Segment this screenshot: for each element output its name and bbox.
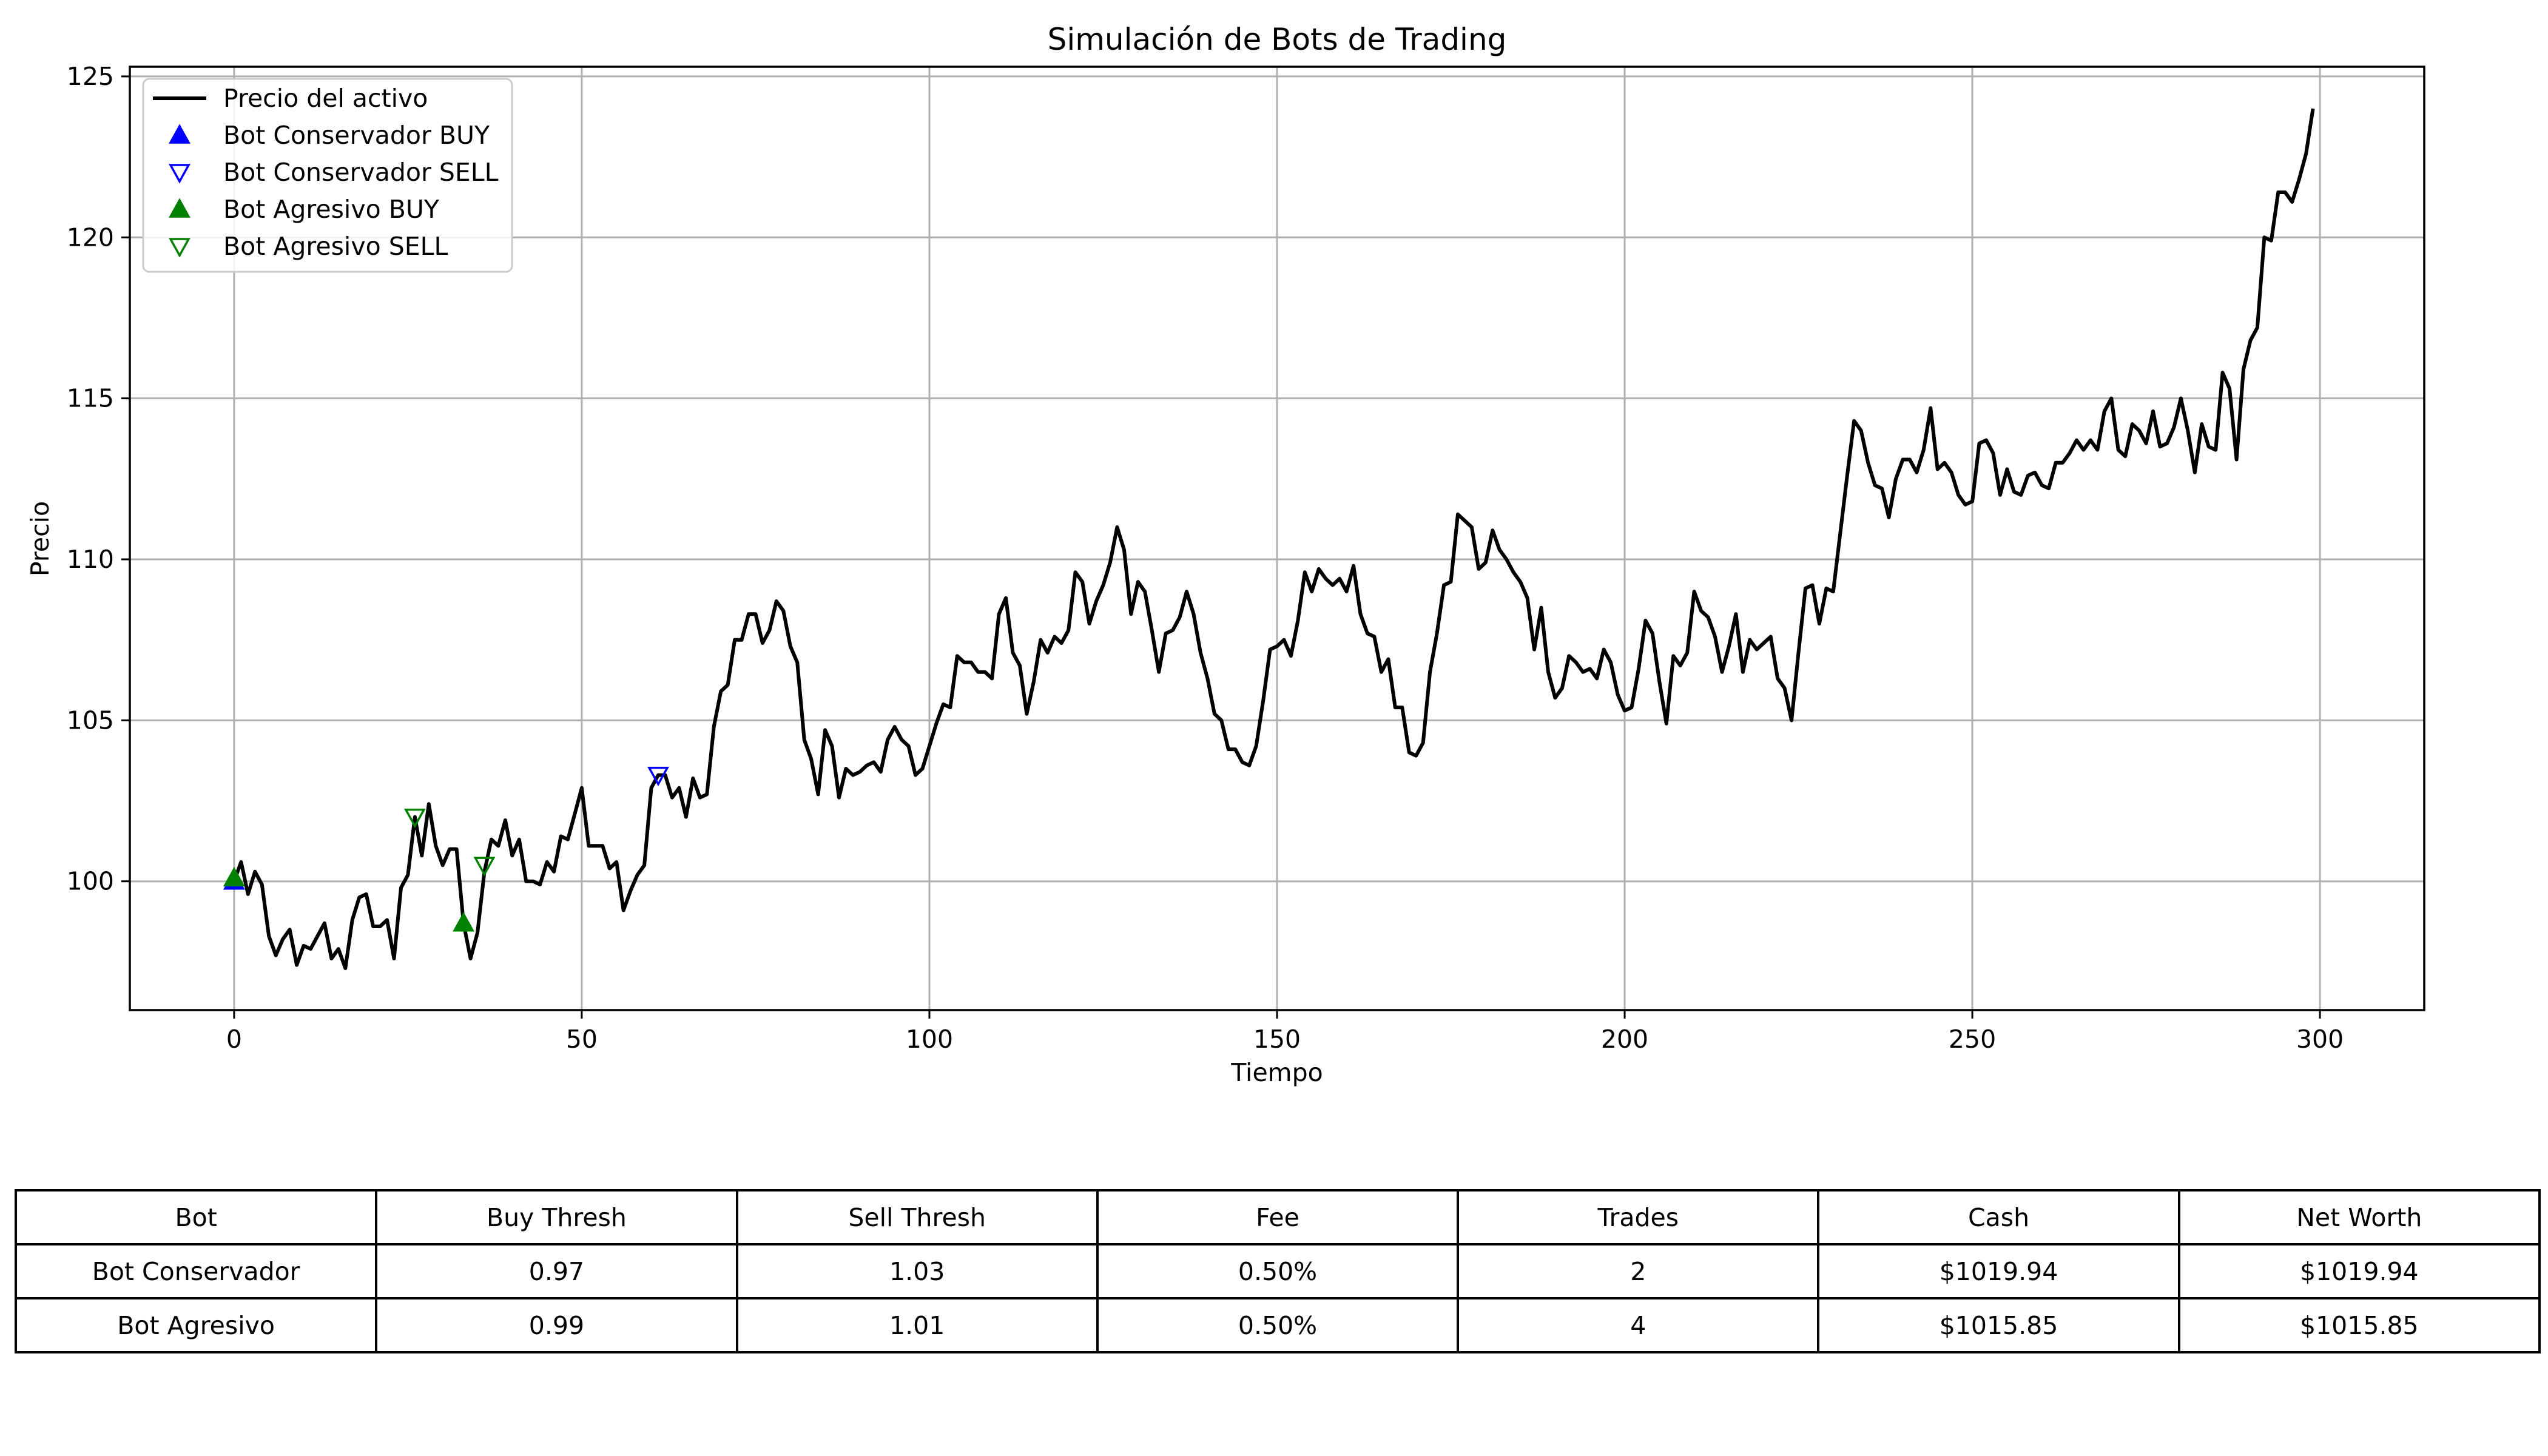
trade-marker [453, 912, 475, 932]
table-cell: Bot Conservador [14, 1243, 378, 1299]
table-cell: 4 [1457, 1297, 1820, 1353]
table-header-cell: Buy Thresh [375, 1189, 738, 1245]
table-header-cell: Bot [14, 1189, 378, 1245]
table-row: Bot Conservador 0.97 1.03 0.50% 2 $1019.94 $10… [14, 1243, 2541, 1299]
y-tick-label: 125 [67, 62, 114, 91]
results-table: Bot Buy Thresh Sell Thresh Fee Trades Cash Net… [14, 1189, 2541, 1353]
table-cell: 1.01 [735, 1297, 1099, 1353]
table-header-cell: Sell Thresh [735, 1189, 1099, 1245]
x-tick-label: 200 [1601, 1025, 1648, 1054]
chart-title: Simulación de Bots de Trading [1048, 22, 1507, 57]
legend-marker-swatch [169, 238, 190, 258]
trade-marker [403, 808, 426, 829]
table-row: Bot Agresivo 0.99 1.01 0.50% 4 $1015.85 $1015.… [14, 1297, 2541, 1353]
table-cell: 0.50% [1096, 1297, 1460, 1353]
table-cell: 0.50% [1096, 1243, 1460, 1299]
trade-marker [473, 857, 496, 877]
legend-marker-swatch [169, 164, 190, 184]
legend-label: Bot Agresivo BUY [223, 195, 440, 224]
x-tick-label: 250 [1949, 1025, 1996, 1054]
table-header-cell: Trades [1457, 1189, 1820, 1245]
x-tick-label: 0 [226, 1025, 242, 1054]
legend-label: Bot Conservador BUY [223, 121, 490, 150]
legend-marker-swatch [169, 124, 190, 144]
table-header-cell: Net Worth [2177, 1189, 2541, 1245]
trade-marker-layer [223, 766, 669, 932]
y-axis-label: Precio [25, 501, 55, 576]
trade-marker [647, 766, 669, 787]
table-cell: $1019.94 [1817, 1243, 2180, 1299]
table-header-row: Bot Buy Thresh Sell Thresh Fee Trades Cash Net… [14, 1189, 2541, 1245]
table-cell: $1019.94 [2177, 1243, 2541, 1299]
x-tick-label: 300 [2296, 1025, 2344, 1054]
table-header-cell: Cash [1817, 1189, 2180, 1245]
table-header-cell: Fee [1096, 1189, 1460, 1245]
x-tick-label: 50 [566, 1025, 598, 1054]
trade-marker [223, 866, 245, 887]
legend-label: Bot Agresivo SELL [223, 232, 448, 261]
legend-box [142, 78, 513, 273]
y-tick-label: 100 [67, 867, 114, 896]
table-cell: 2 [1457, 1243, 1820, 1299]
table-cell: 0.99 [375, 1297, 738, 1353]
table-cell: 0.97 [375, 1243, 738, 1299]
x-tick-label: 100 [906, 1025, 953, 1054]
y-tick-label: 120 [67, 223, 114, 252]
price-line-layer [232, 108, 2315, 970]
axis-ticks: 0 50 100 150 200 250 300 100 105 110 115 120 125 [67, 62, 2344, 1054]
table-cell: 1.03 [735, 1243, 1099, 1299]
x-axis-label: Tiempo [1230, 1058, 1323, 1087]
table-cell: $1015.85 [2177, 1297, 2541, 1353]
x-tick-label: 150 [1253, 1025, 1301, 1054]
table-cell: Bot Agresivo [14, 1297, 378, 1353]
legend-label: Bot Conservador SELL [223, 158, 499, 187]
price-line [232, 108, 2315, 970]
table-cell: $1015.85 [1817, 1297, 2180, 1353]
y-tick-label: 110 [67, 545, 114, 574]
y-tick-label: 105 [67, 706, 114, 735]
price-chart: Simulación de Bots de Trading 0 50 100 150 2… [25, 22, 2425, 1087]
legend-marker-swatch [169, 198, 190, 218]
legend-label: Precio del activo [223, 84, 428, 113]
y-tick-label: 115 [67, 384, 114, 413]
legend: Precio del activo Bot Conservador BUY Bot … [142, 78, 513, 273]
